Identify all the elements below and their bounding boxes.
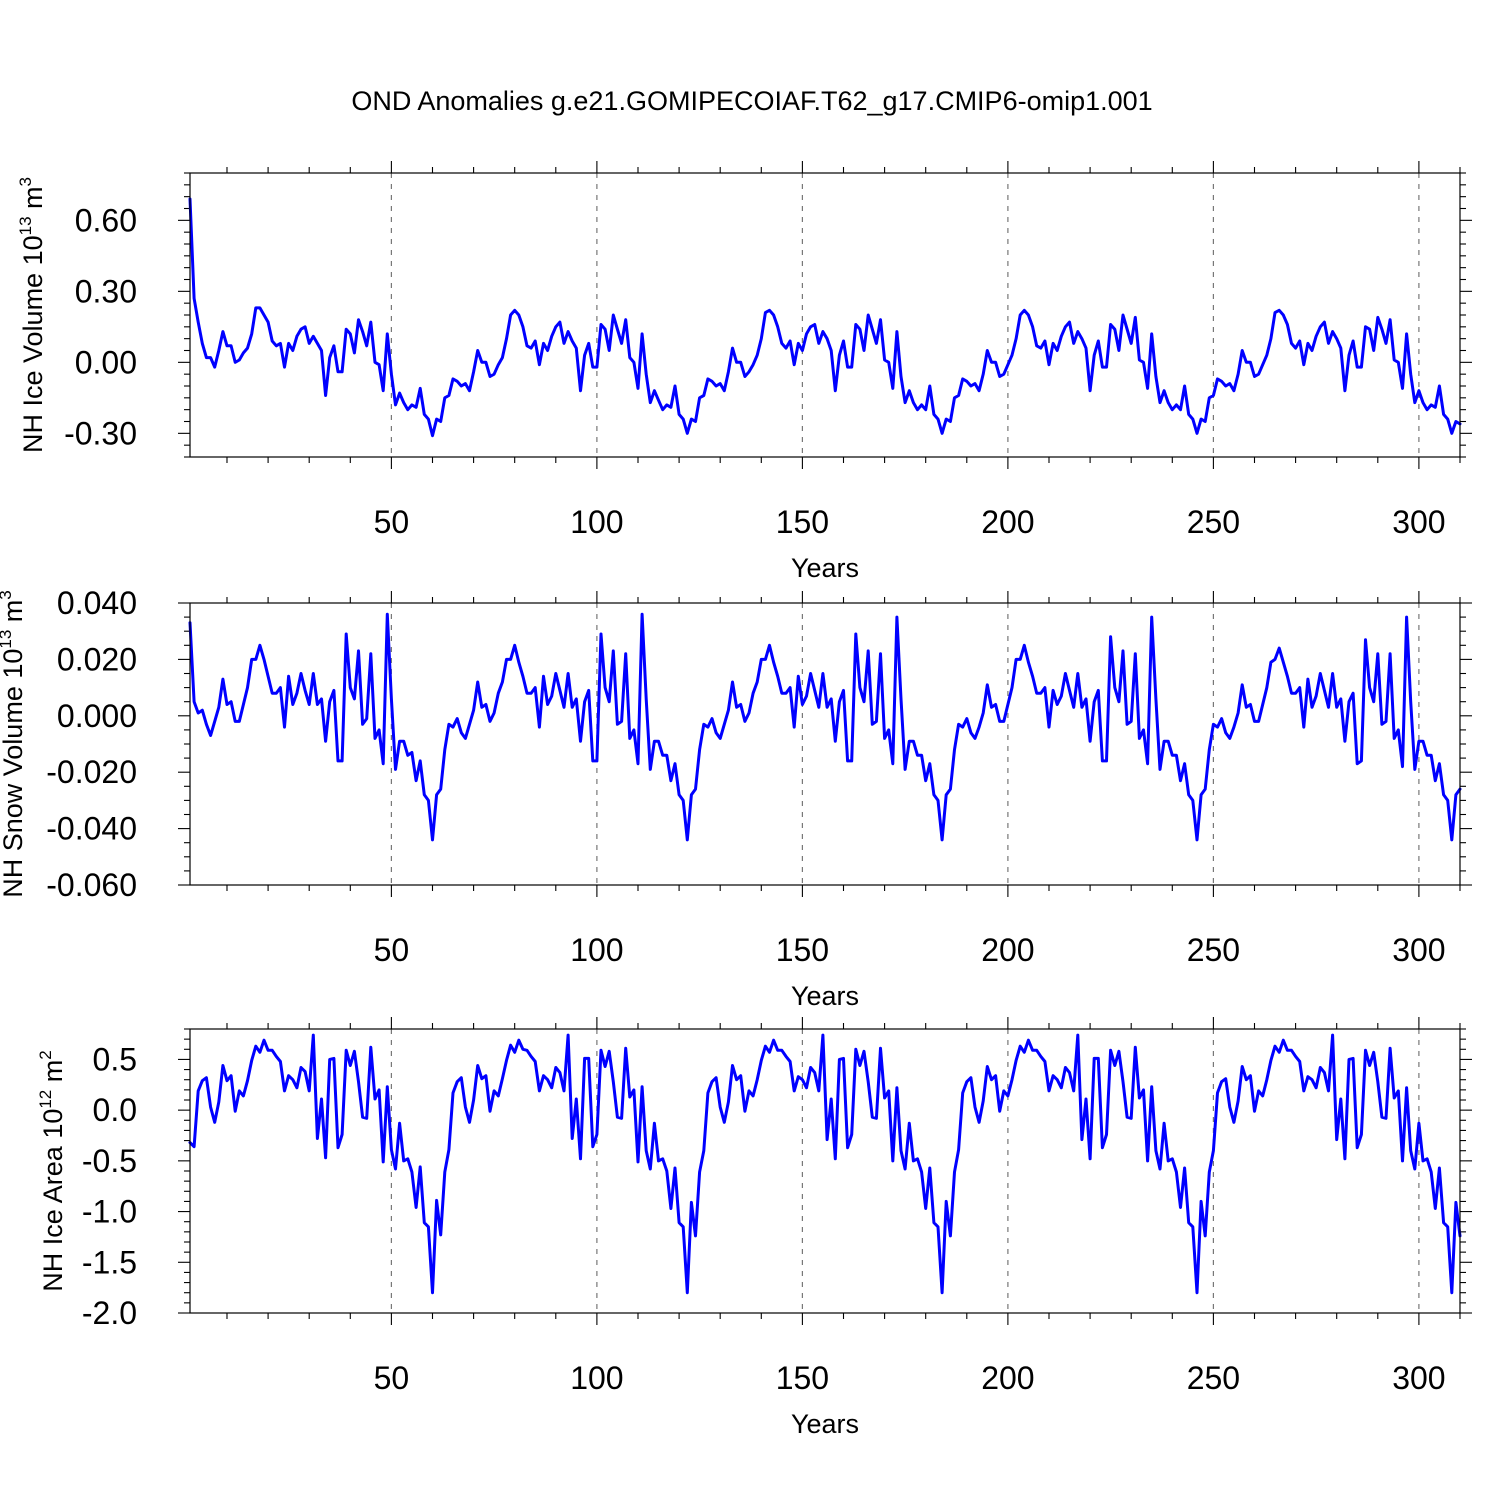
series-line bbox=[188, 1033, 1462, 1295]
panel-3: -2.0 -1.5 -1.0 -0.5 0.0 0.5 50 100 150 200 250 300 Y… bbox=[36, 1017, 1472, 1439]
x-tick-label: 150 bbox=[776, 1360, 829, 1396]
x-tick-label: 300 bbox=[1392, 932, 1445, 968]
y-tick-label: 0.30 bbox=[75, 273, 137, 309]
y-tick-label: -0.060 bbox=[46, 867, 137, 903]
panels: -0.30 0.00 0.30 0.60 50 100 150 200 250 300 Years N… bbox=[0, 161, 1472, 1439]
y-axis-label: NH Ice Area 1012 m2 bbox=[36, 1050, 68, 1291]
x-tick-label: 300 bbox=[1392, 504, 1445, 540]
plot-frame bbox=[189, 1028, 1461, 1314]
x-tick-label: 250 bbox=[1187, 504, 1240, 540]
x-tick-label: 300 bbox=[1392, 1360, 1445, 1396]
x-tick-label: 250 bbox=[1187, 932, 1240, 968]
y-tick-label: -0.020 bbox=[46, 754, 137, 790]
x-tick-label: 50 bbox=[374, 504, 410, 540]
y-tick-label: -1.5 bbox=[82, 1244, 137, 1280]
y-tick-label: 0.020 bbox=[57, 641, 137, 677]
y-tick-label: 0.5 bbox=[93, 1041, 137, 1077]
x-tick-label: 250 bbox=[1187, 1360, 1240, 1396]
chart-title: OND Anomalies g.e21.GOMIPECOIAF.T62_g17.… bbox=[351, 86, 1152, 116]
x-tick-label: 200 bbox=[981, 1360, 1034, 1396]
panel-2: -0.060 -0.040 -0.020 0.000 0.020 0.040 50 100 15… bbox=[0, 585, 1472, 1011]
x-tick-label: 100 bbox=[570, 1360, 623, 1396]
y-tick-label: -0.30 bbox=[64, 415, 137, 451]
plot-frame bbox=[189, 602, 1461, 886]
x-axis-label: Years bbox=[791, 553, 859, 583]
y-axis-label: NH Snow Volume 1013 m3 bbox=[0, 590, 28, 898]
x-tick-label: 150 bbox=[776, 932, 829, 968]
y-tick-label: 0.60 bbox=[75, 202, 137, 238]
x-tick-label: 200 bbox=[981, 504, 1034, 540]
x-tick-label: 50 bbox=[374, 1360, 410, 1396]
panel-1: -0.30 0.00 0.30 0.60 50 100 150 200 250 300 Years N… bbox=[16, 161, 1472, 583]
y-tick-label: 0.0 bbox=[93, 1092, 137, 1128]
x-tick-label: 100 bbox=[570, 932, 623, 968]
series-line bbox=[188, 197, 1462, 438]
x-tick-label: 150 bbox=[776, 504, 829, 540]
y-tick-label: 0.000 bbox=[57, 698, 137, 734]
y-tick-label: 0.00 bbox=[75, 344, 137, 380]
x-axis-label: Years bbox=[791, 981, 859, 1011]
series-line bbox=[188, 612, 1462, 842]
x-tick-label: 50 bbox=[374, 932, 410, 968]
x-tick-label: 200 bbox=[981, 932, 1034, 968]
y-tick-label: -0.040 bbox=[46, 811, 137, 847]
y-tick-label: -1.0 bbox=[82, 1194, 137, 1230]
y-tick-label: -0.5 bbox=[82, 1143, 137, 1179]
y-tick-label: 0.040 bbox=[57, 585, 137, 621]
x-axis-label: Years bbox=[791, 1409, 859, 1439]
plot-frame bbox=[189, 172, 1461, 458]
y-axis-label: NH Ice Volume 1013 m3 bbox=[16, 177, 48, 453]
x-tick-label: 100 bbox=[570, 504, 623, 540]
y-tick-label: -2.0 bbox=[82, 1295, 137, 1331]
